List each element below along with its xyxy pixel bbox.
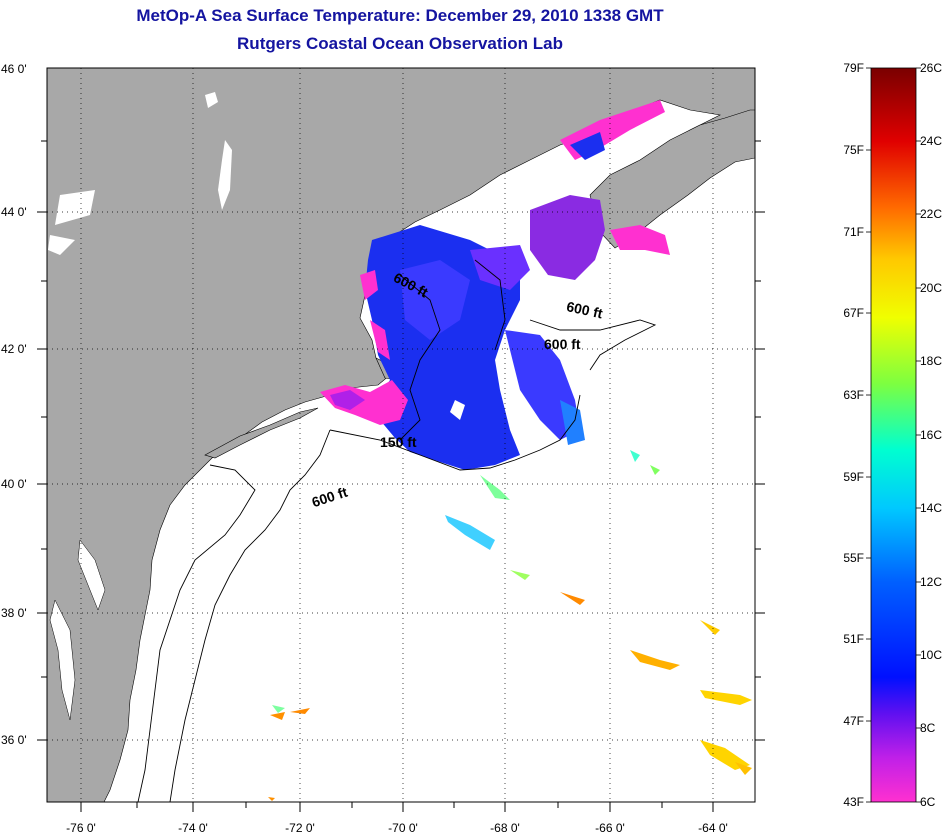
colorbar-f-label: 55F bbox=[843, 551, 864, 565]
contour-label: 600 ft bbox=[544, 336, 581, 352]
map-area: 600 ft 600 ft 600 ft 150 ft 600 ft bbox=[47, 68, 755, 802]
lon-tick-label: -76 0' bbox=[66, 821, 96, 835]
lon-tick-label: -74 0' bbox=[178, 821, 208, 835]
lon-tick-label: -66 0' bbox=[595, 821, 625, 835]
temperature-colorbar bbox=[866, 67, 921, 803]
colorbar-c-label: 22C bbox=[920, 207, 942, 221]
lat-tick-label: 38 0' bbox=[1, 606, 27, 620]
lon-tick-label: -72 0' bbox=[285, 821, 315, 835]
colorbar-c-label: 8C bbox=[920, 721, 936, 735]
map-title: MetOp-A Sea Surface Temperature: Decembe… bbox=[136, 6, 664, 25]
lat-tick-label: 44 0' bbox=[1, 205, 27, 219]
colorbar-c-label: 14C bbox=[920, 501, 942, 515]
lon-tick-label: -64 0' bbox=[698, 821, 728, 835]
colorbar-c-label: 10C bbox=[920, 648, 942, 662]
colorbar-f-label: 67F bbox=[843, 306, 864, 320]
contour-label: 150 ft bbox=[380, 434, 417, 450]
contour-label: 600 ft bbox=[565, 298, 604, 321]
lat-tick-label: 46 0' bbox=[1, 62, 27, 76]
colorbar-f-label: 75F bbox=[843, 143, 864, 157]
sst-overlay bbox=[320, 100, 670, 470]
colorbar-f-label: 71F bbox=[843, 225, 864, 239]
lon-tick-label: -70 0' bbox=[388, 821, 418, 835]
land-long-island bbox=[204, 407, 319, 459]
colorbar-f-label: 51F bbox=[843, 632, 864, 646]
colorbar-c-label: 6C bbox=[920, 795, 936, 809]
water-delaware-bay bbox=[77, 539, 106, 611]
colorbar-f-label: 79F bbox=[843, 61, 864, 75]
axis-ticks bbox=[37, 140, 765, 812]
lon-tick-label: -68 0' bbox=[490, 821, 520, 835]
map-subtitle: Rutgers Coastal Ocean Observation Lab bbox=[237, 34, 563, 53]
lake-1 bbox=[205, 92, 218, 108]
lat-tick-label: 40 0' bbox=[1, 477, 27, 491]
colorbar-f-label: 63F bbox=[843, 388, 864, 402]
lake-champlain bbox=[218, 140, 232, 210]
colorbar-f-label: 59F bbox=[843, 470, 864, 484]
colorbar-c-label: 18C bbox=[920, 354, 942, 368]
water-chesapeake-bay bbox=[49, 599, 76, 721]
colorbar-c-label: 20C bbox=[920, 281, 942, 295]
colorbar-c-label: 16C bbox=[920, 428, 942, 442]
colorbar-f-label: 47F bbox=[843, 714, 864, 728]
lat-tick-label: 42 0' bbox=[1, 342, 27, 356]
colorbar-f-label: 43F bbox=[843, 795, 864, 809]
bathymetry-contours bbox=[137, 259, 657, 802]
lake-2 bbox=[55, 190, 95, 225]
colorbar-c-label: 24C bbox=[920, 134, 942, 148]
colorbar-c-label: 12C bbox=[920, 575, 942, 589]
lake-3 bbox=[48, 235, 75, 255]
lat-tick-label: 36 0' bbox=[1, 733, 27, 747]
graticule bbox=[47, 68, 755, 802]
map-frame bbox=[46, 67, 756, 803]
colorbar-c-label: 26C bbox=[920, 61, 942, 75]
